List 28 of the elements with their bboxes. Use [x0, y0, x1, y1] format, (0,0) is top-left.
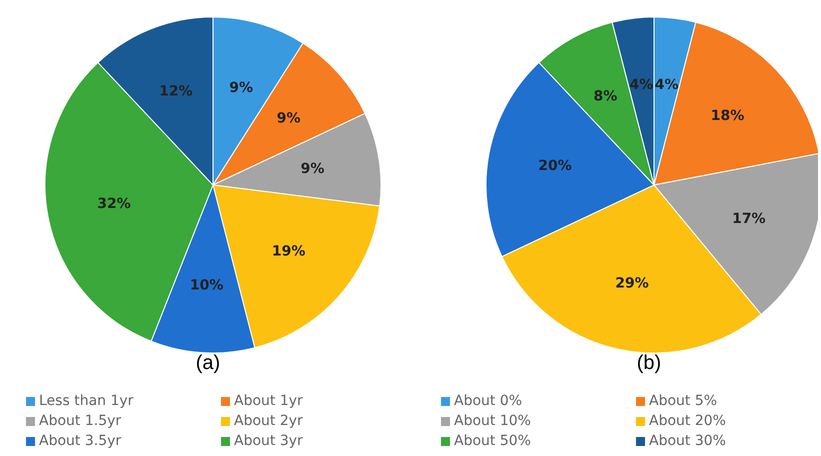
data-label: 10% — [190, 278, 224, 294]
data-label: 9% — [229, 80, 254, 96]
data-label: 4% — [629, 76, 654, 93]
data-label: 8% — [594, 88, 618, 105]
data-label: 17% — [732, 211, 766, 228]
legend-label: About 1yr — [234, 393, 303, 409]
legend-label: About 10% — [454, 413, 531, 429]
legend-label: About 3yr — [234, 433, 303, 449]
data-label: 32% — [97, 196, 131, 212]
legend-label: About 50% — [454, 433, 531, 449]
legend-label: About 3.5yr — [39, 433, 122, 449]
legend-label: About 1.5yr — [39, 413, 122, 429]
data-label: 9% — [300, 161, 324, 178]
data-label: 19% — [272, 244, 306, 260]
data-label: 12% — [159, 83, 193, 100]
legend-label: About 0% — [454, 393, 522, 409]
legend-label: About 30% — [649, 433, 726, 449]
data-label: 29% — [615, 275, 649, 292]
legend-label: About 20% — [649, 413, 726, 429]
data-label: 9% — [276, 110, 300, 126]
legend-label: About 5% — [649, 393, 718, 409]
text: (a) — [194, 352, 222, 375]
data-label: 18% — [710, 108, 744, 124]
legend-label: About 2yr — [234, 413, 303, 429]
text: (b) — [636, 352, 662, 375]
legend-label: Less than 1yr — [39, 393, 134, 409]
data-label: 20% — [538, 158, 572, 174]
data-label: 4% — [654, 76, 679, 93]
